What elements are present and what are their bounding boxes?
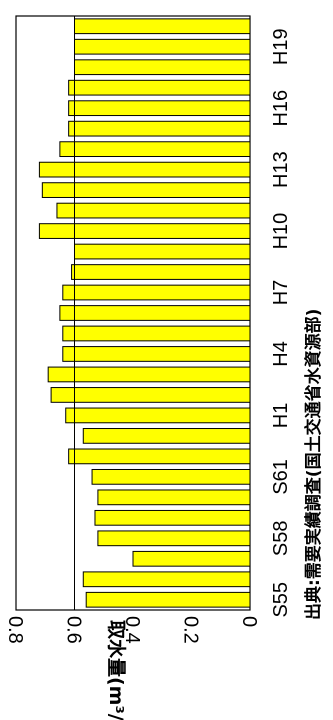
bar-H13 (38, 161, 251, 178)
x-tick-label-H13: H13 (270, 151, 292, 188)
bar-H3 (47, 366, 251, 383)
bar-H16 (68, 100, 251, 117)
y-tick-labels: 0 0.2 0.4 0.6 0.8 (4, 616, 260, 644)
bar-S56 (82, 571, 251, 588)
bar-S58 (97, 530, 251, 547)
y-tick-label: 0.4 (121, 616, 143, 644)
bar-H4 (62, 346, 251, 362)
y-tick-label: 0.6 (63, 616, 85, 644)
bar-H17 (68, 79, 251, 96)
y-axis-label: 取水量(m³/s) (105, 620, 127, 720)
bar-H7 (62, 284, 251, 301)
x-tick-label-S58: S58 (270, 521, 292, 557)
bar-H15 (68, 120, 251, 137)
bar-H2 (50, 387, 251, 403)
bar-S57 (132, 550, 251, 567)
bar-S63 (82, 428, 251, 444)
x-tick-label-H10: H10 (270, 213, 292, 250)
y-tick-label: 0.8 (4, 616, 26, 644)
y-tick-label: 0.2 (180, 616, 202, 644)
bar-H9 (74, 243, 251, 260)
x-tick-label-H1: H1 (270, 403, 292, 429)
x-tick-label-S61: S61 (270, 459, 292, 495)
bar-S55 (85, 591, 251, 608)
x-tick-labels: S55 S58 S61 H1 H4 H7 H10 H13 H16 H19 (270, 28, 292, 617)
bar-H14 (59, 141, 251, 158)
bar-H8 (71, 264, 251, 280)
bar-H1 (65, 407, 251, 424)
bars-group (38, 18, 251, 608)
bar-S61 (91, 468, 251, 485)
x-tick-label-H19: H19 (270, 28, 292, 65)
x-tick-label-S55: S55 (270, 582, 292, 618)
bar-S59 (94, 509, 251, 526)
source-note: 出典:需要実績調査(国土交通省水資源部) (303, 309, 324, 620)
bar-H5 (62, 325, 251, 342)
y-tick-label: 0 (238, 616, 260, 627)
bar-S62 (68, 448, 251, 465)
bar-S60 (97, 489, 251, 506)
bar-H11 (56, 202, 251, 219)
x-tick-label-H4: H4 (270, 341, 292, 367)
bar-H19 (74, 38, 251, 55)
bar-H20 (74, 18, 251, 35)
bar-H6 (59, 305, 251, 321)
bar-H18 (74, 59, 251, 76)
bar-H12 (41, 182, 251, 198)
x-tick-label-H7: H7 (270, 280, 292, 306)
bar-H10 (38, 223, 251, 239)
x-tick-label-H16: H16 (270, 90, 292, 127)
